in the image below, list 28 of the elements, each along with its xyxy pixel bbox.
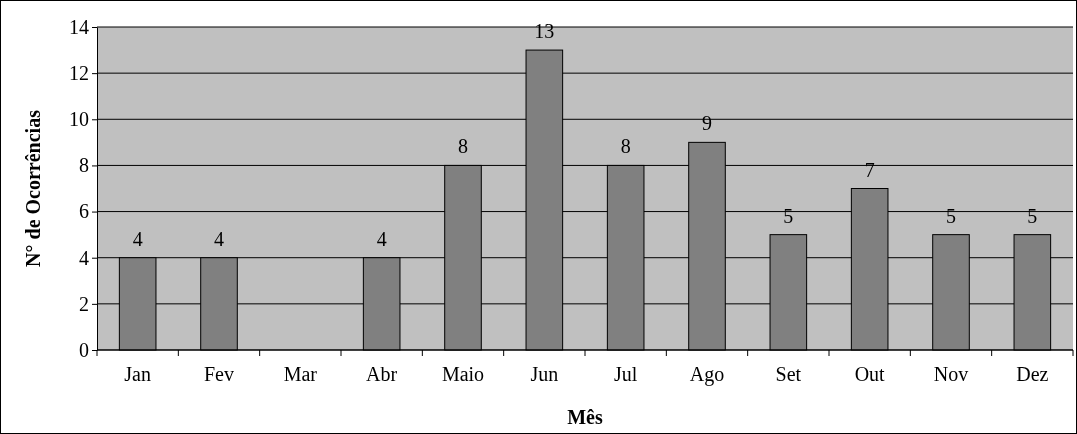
data-label: 4 [376,227,387,250]
y-tick-label: 14 [69,15,89,38]
y-tick-label: 0 [79,338,89,361]
x-tick-label: Jan [124,363,151,385]
data-label: 13 [534,20,555,43]
x-axis-title: Mês [567,406,603,428]
x-tick-label: Maio [441,363,485,385]
x-tick-label: Fev [204,363,234,385]
y-axis-title: N° de Ocorrências [22,109,44,267]
y-tick-label: 4 [79,246,89,269]
x-tick-label: Abr [366,363,398,385]
x-tick-label: Jun [530,363,559,385]
y-tick-label: 12 [69,62,89,85]
data-label: 8 [620,135,631,158]
x-tick-label: Dez [1016,363,1049,385]
x-tick-label: Jul [613,363,638,385]
data-label: 4 [132,227,143,250]
data-label: 8 [458,135,468,158]
data-label: 4 [214,227,224,250]
x-tick-label: Nov [933,363,969,385]
y-tick-label: 8 [79,154,89,177]
y-tick-label: 2 [79,292,89,315]
x-tick-label: Ago [689,363,725,386]
x-tick-label: Out [854,363,886,385]
x-tick-label: Set [775,363,802,385]
y-tick-label: 6 [79,200,89,223]
x-tick-label: Mar [283,363,318,385]
y-tick-label: 10 [69,108,89,131]
